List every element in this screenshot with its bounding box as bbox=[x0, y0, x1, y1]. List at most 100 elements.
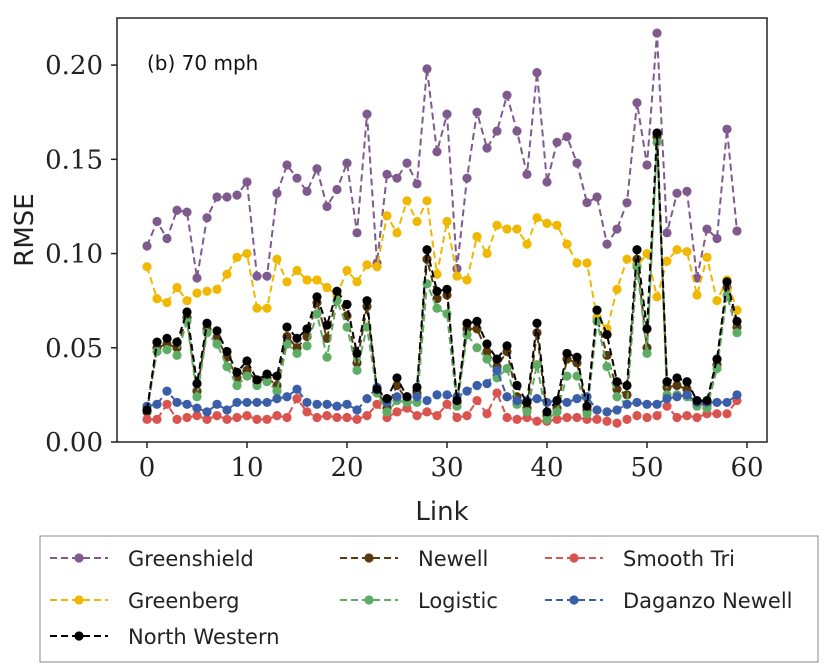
data-point bbox=[322, 320, 332, 330]
data-point bbox=[172, 350, 182, 360]
data-point bbox=[482, 409, 492, 419]
data-point bbox=[312, 412, 322, 423]
data-point bbox=[352, 277, 362, 287]
data-point bbox=[242, 371, 252, 381]
data-point bbox=[622, 254, 632, 264]
data-point bbox=[642, 324, 652, 334]
data-point bbox=[252, 271, 262, 281]
data-point bbox=[602, 416, 612, 426]
data-point bbox=[422, 196, 432, 206]
data-point bbox=[182, 207, 192, 217]
x-tick-label: 10 bbox=[230, 453, 263, 483]
data-point bbox=[172, 414, 182, 424]
data-point bbox=[732, 226, 742, 236]
data-point bbox=[452, 412, 462, 423]
data-point bbox=[162, 297, 172, 308]
data-point bbox=[602, 239, 612, 249]
data-point bbox=[172, 282, 182, 293]
data-point bbox=[152, 294, 162, 304]
data-point bbox=[612, 405, 622, 415]
data-point bbox=[232, 412, 242, 423]
legend-entry: North Western bbox=[50, 625, 280, 649]
data-point bbox=[302, 275, 312, 285]
data-point bbox=[442, 390, 452, 400]
data-point bbox=[472, 316, 482, 326]
data-point bbox=[672, 412, 682, 423]
data-point bbox=[292, 394, 302, 404]
data-point bbox=[392, 392, 402, 402]
data-point bbox=[522, 239, 532, 249]
data-point bbox=[172, 205, 182, 215]
data-point bbox=[212, 399, 222, 409]
data-point bbox=[402, 158, 412, 168]
legend-entries: Greenshield Newell Smooth Tri Greenberg Logi… bbox=[50, 547, 793, 649]
data-point bbox=[472, 231, 482, 242]
data-point bbox=[302, 341, 312, 351]
data-point bbox=[202, 213, 212, 223]
x-tick-label: 60 bbox=[730, 453, 763, 483]
data-point bbox=[652, 28, 662, 38]
series-logistic bbox=[142, 137, 742, 424]
plot-area bbox=[142, 28, 742, 428]
data-point bbox=[272, 371, 282, 381]
data-point bbox=[662, 401, 672, 411]
data-point bbox=[362, 260, 372, 270]
data-point bbox=[172, 337, 182, 347]
data-point bbox=[662, 256, 672, 266]
data-point bbox=[522, 169, 532, 180]
data-point bbox=[212, 411, 222, 421]
data-point bbox=[602, 407, 612, 417]
data-point bbox=[612, 284, 622, 294]
data-point bbox=[542, 218, 552, 229]
data-point bbox=[182, 412, 192, 423]
data-point bbox=[462, 386, 472, 396]
data-point bbox=[572, 371, 582, 381]
data-point bbox=[612, 418, 622, 428]
legend-label: Greenshield bbox=[128, 547, 254, 571]
y-tick-label: 0.00 bbox=[45, 428, 103, 458]
data-point bbox=[622, 414, 632, 424]
data-point bbox=[292, 348, 302, 359]
data-point bbox=[162, 386, 172, 396]
legend-swatch-marker bbox=[74, 553, 84, 563]
data-point bbox=[732, 305, 742, 315]
data-point bbox=[182, 307, 192, 317]
data-point bbox=[532, 318, 542, 328]
data-point bbox=[462, 173, 472, 183]
data-point bbox=[322, 399, 332, 409]
data-point bbox=[602, 329, 612, 340]
data-point bbox=[502, 392, 512, 402]
legend-label: Newell bbox=[418, 547, 488, 571]
data-point bbox=[452, 395, 462, 406]
data-point bbox=[712, 397, 722, 408]
data-point bbox=[192, 273, 202, 283]
data-point bbox=[452, 271, 462, 281]
data-point bbox=[432, 303, 442, 313]
data-point bbox=[242, 177, 252, 187]
legend-entry: Greenberg bbox=[50, 589, 239, 613]
data-point bbox=[542, 407, 552, 417]
data-point bbox=[212, 326, 222, 336]
data-point bbox=[412, 411, 422, 421]
data-point bbox=[202, 286, 212, 296]
axis-ticks: 0 10 20 30 40 50 60 0.00 0.05 0.10 0.15 0.20 bbox=[45, 51, 763, 483]
data-point bbox=[222, 192, 232, 202]
data-point bbox=[682, 377, 692, 387]
data-point bbox=[632, 245, 642, 255]
x-tick-label: 40 bbox=[530, 453, 563, 483]
data-point bbox=[532, 394, 542, 404]
data-point bbox=[672, 392, 682, 402]
x-tick-label: 0 bbox=[139, 453, 156, 483]
data-point bbox=[322, 352, 332, 362]
data-point bbox=[442, 216, 452, 227]
data-point bbox=[552, 414, 562, 424]
data-point bbox=[212, 284, 222, 294]
data-point bbox=[432, 411, 442, 421]
data-point bbox=[412, 179, 422, 189]
data-point bbox=[262, 303, 272, 313]
data-point bbox=[272, 386, 282, 396]
data-point bbox=[182, 399, 192, 409]
data-point bbox=[722, 277, 732, 287]
data-point bbox=[292, 384, 302, 394]
data-point bbox=[272, 411, 282, 421]
